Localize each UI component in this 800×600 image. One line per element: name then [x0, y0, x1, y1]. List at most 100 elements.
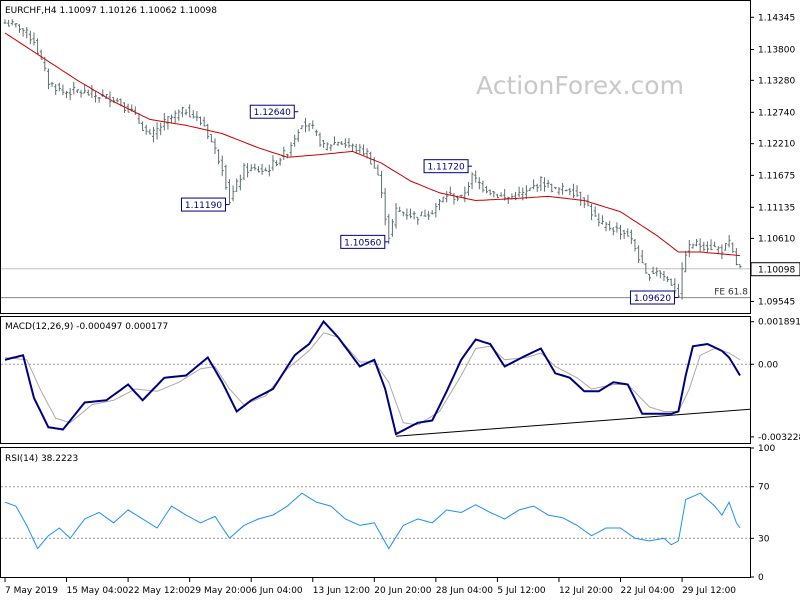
- rsi-line: [4, 492, 741, 550]
- y-tick-label: 1.09545: [758, 297, 795, 307]
- ohlc-bar: [343, 138, 347, 148]
- ohlc-bar: [568, 187, 572, 196]
- ohlc-bar: [191, 110, 195, 119]
- x-tick-label: 12 Jul 20:00: [559, 586, 613, 596]
- ohlc-bar: [517, 186, 521, 198]
- price-annotations: 1.12640 1.11190 1.10560 1.11720 1.09620: [180, 104, 679, 305]
- ohlc-bar: [532, 179, 536, 190]
- y-tick-label: 0: [758, 573, 764, 583]
- ohlc-bar: [539, 176, 543, 192]
- ohlc-bar: [242, 162, 246, 181]
- ohlc-bar: [666, 276, 670, 283]
- ohlc-bar: [557, 186, 561, 196]
- ohlc-bar: [144, 124, 148, 135]
- ohlc-bar: [220, 155, 224, 177]
- ohlc-bar: [720, 244, 724, 260]
- ohlc-bar: [405, 208, 409, 220]
- y-tick-label: 1.12210: [758, 140, 795, 150]
- x-tick-label: 15 May 04:00: [67, 586, 129, 596]
- ohlc-bar: [390, 219, 394, 237]
- ohlc-bar: [173, 110, 177, 124]
- ohlc-bar: [582, 197, 586, 208]
- ohlc-bar: [61, 84, 65, 96]
- ohlc-bar: [590, 203, 594, 221]
- x-tick-label: 22 May 12:00: [128, 586, 190, 596]
- ohlc-bar: [170, 114, 174, 124]
- ohlc-bar: [474, 170, 478, 183]
- x-tick-label: 6 Jun 04:00: [251, 586, 303, 596]
- ohlc-bar: [68, 87, 72, 101]
- ohlc-bar: [90, 85, 94, 98]
- ohlc-bar: [698, 238, 702, 253]
- ohlc-bar: [597, 213, 601, 227]
- ohlc-bar: [202, 116, 206, 127]
- annotation-label: 1.09620: [634, 294, 671, 304]
- x-tick-label: 7 May 2019: [5, 586, 58, 596]
- macd-signal-line: [4, 332, 741, 426]
- ohlc-bar: [445, 191, 449, 203]
- ohlc-bar: [655, 267, 659, 277]
- ohlc-bar: [329, 144, 333, 152]
- ohlc-bar: [691, 243, 695, 249]
- ohlc-bar: [275, 160, 279, 167]
- ohlc-bar: [122, 102, 126, 114]
- ohlc-bar: [416, 216, 420, 225]
- ohlc-bar: [561, 182, 565, 195]
- ohlc-bar: [644, 263, 648, 274]
- y-tick-label: 1.12740: [758, 108, 795, 118]
- ohlc-bar: [571, 183, 575, 199]
- ohlc-bar: [141, 121, 145, 132]
- ohlc-bar: [264, 167, 268, 172]
- ohlc-bar: [615, 222, 619, 233]
- x-tick-label: 29 Jul 12:00: [682, 586, 736, 596]
- ohlc-bar: [224, 164, 228, 190]
- ohlc-bar: [503, 188, 507, 201]
- ohlc-bar: [17, 24, 21, 33]
- ohlc-bar: [626, 228, 630, 237]
- y-tick-label: 1.13800: [758, 46, 795, 56]
- ohlc-bar: [104, 93, 108, 99]
- ohlc-bar: [619, 224, 623, 240]
- ohlc-bar: [318, 132, 322, 147]
- rsi-panel-frame: [0, 447, 751, 578]
- ohlc-bar: [235, 178, 239, 192]
- ohlc-bar: [126, 103, 130, 113]
- ohlc-bar: [325, 142, 329, 151]
- ohlc-bar: [611, 227, 615, 236]
- ohlc-bar: [238, 174, 242, 191]
- ohlc-bar: [477, 177, 481, 190]
- ohlc-bar: [94, 90, 98, 103]
- current-price-box: [750, 262, 800, 277]
- y-tick-label: 1.10610: [758, 234, 795, 244]
- ohlc-bar: [340, 141, 344, 145]
- ohlc-bar: [354, 143, 358, 154]
- macd-trendline: [395, 408, 751, 437]
- ohlc-bar: [524, 185, 528, 200]
- ohlc-bar: [86, 89, 90, 96]
- ohlc-bar: [227, 179, 231, 205]
- ohlc-bar: [293, 134, 297, 147]
- ohlc-bar: [695, 238, 699, 247]
- ohlc-bar: [709, 239, 713, 251]
- ohlc-bar: [376, 164, 380, 176]
- y-tick-label: 100: [758, 444, 775, 454]
- ohlc-bar: [217, 149, 221, 165]
- ohlc-bar: [481, 180, 485, 193]
- ohlc-bar: [180, 106, 184, 118]
- ohlc-bar: [734, 248, 738, 266]
- y-tick-label: -0.003228: [758, 433, 800, 443]
- ohlc-bar: [466, 181, 470, 196]
- ohlc-bar: [278, 157, 282, 166]
- ohlc-bar: [434, 202, 438, 218]
- ohlc-bar: [394, 202, 398, 229]
- ohlc-bar: [430, 210, 434, 215]
- ohlc-bar: [553, 186, 557, 190]
- rsi-y-axis: 100 70 30 0: [750, 444, 775, 583]
- y-tick-label: 1.11675: [758, 171, 795, 181]
- ohlc-bar: [608, 220, 612, 231]
- current-price-tag: 1.10098: [750, 262, 800, 277]
- ohlc-bar: [702, 241, 706, 252]
- ohlc-bar: [188, 104, 192, 118]
- watermark: ActionForex.com: [476, 71, 684, 100]
